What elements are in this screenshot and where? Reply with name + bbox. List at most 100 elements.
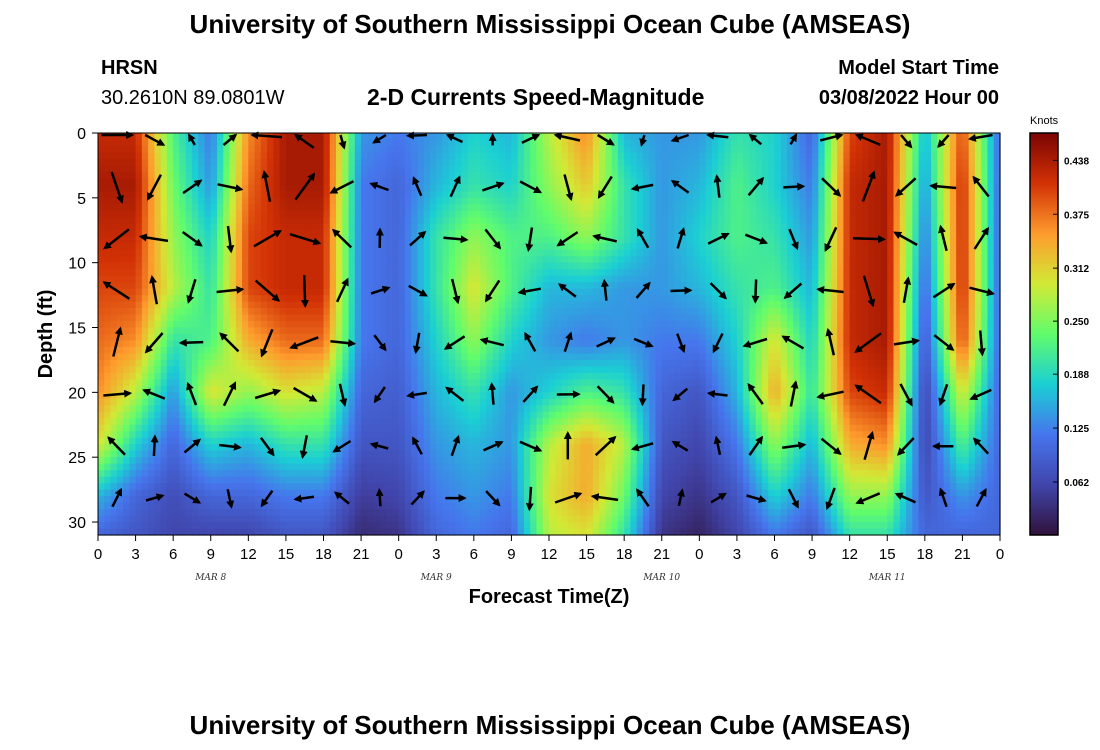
heat-cell bbox=[423, 230, 431, 238]
heat-cell bbox=[204, 197, 212, 205]
heat-cell bbox=[185, 158, 193, 167]
heat-cell bbox=[329, 204, 337, 212]
heat-cell bbox=[549, 165, 556, 173]
heat-cell bbox=[166, 502, 174, 510]
heat-cell bbox=[317, 398, 325, 406]
heat-cell bbox=[304, 470, 312, 478]
heat-cell bbox=[204, 165, 212, 173]
heat-cell bbox=[542, 418, 550, 426]
heat-cell bbox=[492, 288, 500, 296]
heat-cell bbox=[329, 379, 337, 387]
heat-cell bbox=[191, 366, 199, 374]
heat-cell bbox=[574, 496, 581, 504]
heat-cell bbox=[191, 509, 199, 517]
heat-cell bbox=[317, 327, 325, 335]
heat-cell bbox=[204, 249, 212, 257]
heat-cell bbox=[448, 334, 456, 342]
heat-cell bbox=[442, 398, 450, 406]
heat-cell bbox=[260, 489, 268, 497]
heat-cell bbox=[505, 431, 513, 439]
heat-cell bbox=[354, 372, 362, 380]
heat-cell bbox=[148, 256, 155, 264]
heat-cell bbox=[486, 308, 494, 316]
heat-cell bbox=[210, 334, 218, 342]
heat-cell bbox=[323, 178, 331, 186]
heat-cell bbox=[429, 431, 437, 439]
heat-cell bbox=[298, 489, 306, 497]
heat-cell bbox=[373, 509, 381, 517]
heat-cell bbox=[98, 418, 105, 426]
heat-cell bbox=[423, 236, 431, 244]
heat-cell bbox=[505, 470, 513, 478]
heat-cell bbox=[536, 379, 544, 387]
heat-cell bbox=[235, 450, 243, 458]
heat-cell bbox=[542, 133, 550, 141]
heat-cell bbox=[574, 197, 581, 205]
heat-cell bbox=[580, 463, 588, 471]
heat-cell bbox=[160, 171, 168, 179]
heat-cell bbox=[135, 275, 143, 283]
heat-cell bbox=[411, 379, 419, 387]
heat-cell bbox=[248, 236, 256, 244]
heat-cell bbox=[267, 392, 274, 400]
heat-cell bbox=[148, 165, 155, 173]
heat-cell bbox=[191, 476, 199, 484]
heat-cell bbox=[461, 165, 469, 173]
heat-cell bbox=[417, 431, 425, 439]
heat-cell bbox=[367, 463, 375, 471]
heat-cell bbox=[254, 152, 262, 160]
heat-cell bbox=[436, 243, 444, 251]
heat-cell bbox=[267, 184, 274, 192]
heat-cell bbox=[135, 405, 143, 413]
heat-cell bbox=[336, 372, 343, 380]
heat-cell bbox=[379, 528, 387, 536]
heat-cell bbox=[198, 437, 206, 445]
heat-cell bbox=[348, 152, 356, 160]
heat-cell bbox=[141, 217, 149, 225]
heat-cell bbox=[392, 210, 400, 218]
heat-cell bbox=[292, 418, 300, 426]
heat-cell bbox=[160, 444, 168, 452]
heat-cell bbox=[185, 476, 193, 484]
heat-cell bbox=[129, 353, 137, 361]
heat-cell bbox=[129, 275, 137, 283]
heat-cell bbox=[198, 522, 206, 530]
heat-cell bbox=[135, 444, 143, 452]
heat-cell bbox=[379, 314, 387, 322]
heat-cell bbox=[348, 275, 356, 283]
heat-cell bbox=[116, 424, 124, 432]
heat-cell bbox=[129, 145, 137, 154]
heat-cell bbox=[348, 392, 356, 400]
heat-cell bbox=[455, 204, 462, 212]
heat-cell bbox=[404, 288, 412, 296]
heat-cell bbox=[436, 457, 444, 465]
heat-cell bbox=[511, 418, 519, 426]
heat-cell bbox=[317, 418, 325, 426]
heat-cell bbox=[254, 366, 262, 374]
heat-cell bbox=[329, 346, 337, 355]
heat-cell bbox=[154, 262, 162, 270]
heat-cell bbox=[166, 385, 174, 393]
heat-cell bbox=[379, 301, 387, 309]
heat-cell bbox=[536, 204, 544, 212]
heat-cell bbox=[348, 509, 356, 517]
heat-cell bbox=[279, 411, 287, 419]
heat-cell bbox=[392, 165, 400, 173]
heat-cell bbox=[204, 392, 212, 400]
heat-cell bbox=[417, 275, 425, 283]
heat-cell bbox=[173, 171, 181, 179]
heat-cell bbox=[279, 139, 287, 147]
heat-cell bbox=[267, 308, 274, 316]
heat-cell bbox=[273, 411, 281, 419]
heat-cell bbox=[173, 522, 181, 530]
heat-cell bbox=[599, 210, 606, 218]
heat-cell bbox=[98, 152, 105, 160]
heat-cell bbox=[429, 496, 437, 504]
heat-cell bbox=[223, 353, 231, 361]
heat-cell bbox=[523, 249, 531, 257]
heat-cell bbox=[361, 301, 368, 309]
heat-cell bbox=[473, 353, 481, 361]
heat-cell bbox=[367, 217, 375, 225]
heat-cell bbox=[210, 489, 218, 497]
heat-cell bbox=[285, 184, 293, 192]
